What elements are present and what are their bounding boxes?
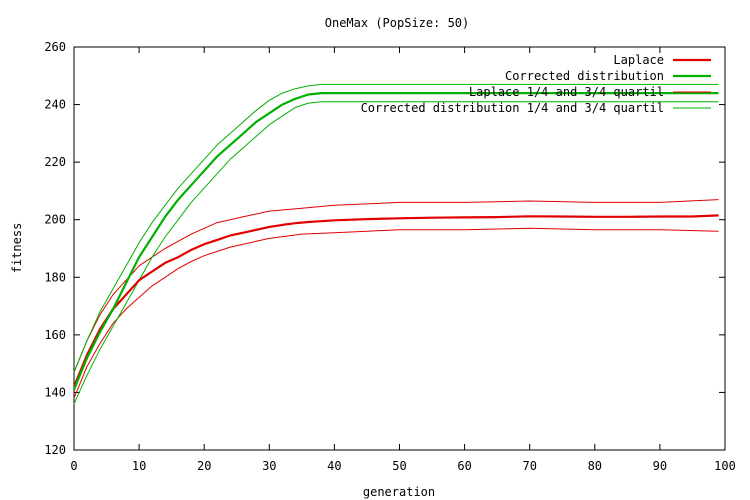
legend: Laplace Corrected distribution Laplace 1/4… xyxy=(361,53,711,115)
x-tick-label: 30 xyxy=(262,459,276,473)
y-tick-label: 140 xyxy=(44,385,66,399)
series-line-corrected-distribution xyxy=(72,91,719,391)
legend-label: Laplace 1/4 and 3/4 quartil xyxy=(469,85,664,99)
x-tick-label: 0 xyxy=(70,459,77,473)
series-line-corrected-distribution-1-4-and-3-4-quartil-lower xyxy=(73,101,719,405)
y-axis-label: fitness xyxy=(10,223,24,274)
x-tick-label: 100 xyxy=(714,459,736,473)
x-tick-label: 40 xyxy=(327,459,341,473)
y-tick-label: 220 xyxy=(44,155,66,169)
x-tick-label: 50 xyxy=(392,459,406,473)
x-tick-label: 20 xyxy=(197,459,211,473)
y-tick-label: 200 xyxy=(44,213,66,227)
x-tick-label: 90 xyxy=(653,459,667,473)
axes: 120 140 160 180 200 220 240 260 0 10 20 30 40 50 60 70 8… xyxy=(44,40,736,473)
series-line-laplace-1-4-and-3-4-quartil-lower xyxy=(73,227,719,399)
series-line-corrected-distribution-1-4-and-3-4-quartil-upper xyxy=(73,83,719,373)
x-tick-label: 10 xyxy=(132,459,146,473)
x-tick-label: 80 xyxy=(588,459,602,473)
y-tick-label: 260 xyxy=(44,40,66,54)
series-layer xyxy=(72,83,719,405)
legend-label: Corrected distribution 1/4 and 3/4 quart… xyxy=(361,101,664,115)
y-tick-label: 180 xyxy=(44,270,66,284)
series-line-laplace xyxy=(72,214,719,388)
x-tick-label: 70 xyxy=(522,459,536,473)
chart-title: OneMax (PopSize: 50) xyxy=(325,16,470,30)
legend-label: Corrected distribution xyxy=(505,69,664,83)
x-axis-label: generation xyxy=(363,485,435,499)
series-line-laplace-1-4-and-3-4-quartil-upper xyxy=(73,199,719,373)
y-tick-label: 120 xyxy=(44,443,66,457)
x-tick-label: 60 xyxy=(457,459,471,473)
legend-label: Laplace xyxy=(613,53,664,67)
y-tick-label: 160 xyxy=(44,328,66,342)
y-tick-label: 240 xyxy=(44,98,66,112)
